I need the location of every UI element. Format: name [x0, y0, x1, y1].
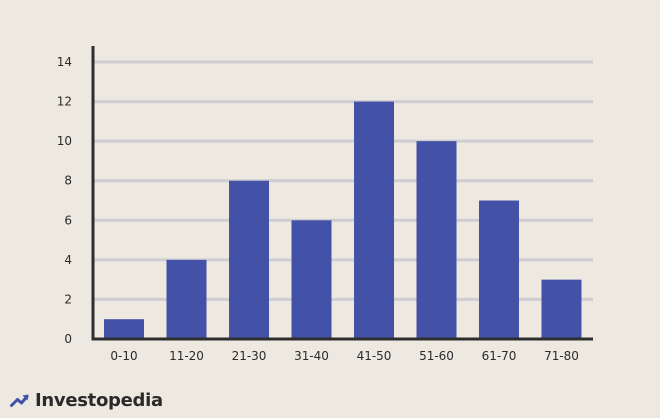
bar-71-80 — [541, 279, 582, 339]
y-tick-label: 2 — [64, 292, 72, 306]
y-tick-label: 8 — [64, 174, 72, 188]
bar-31-40 — [291, 220, 332, 339]
x-tick-label: 0-10 — [110, 349, 137, 363]
x-tick-label: 71-80 — [544, 349, 579, 363]
x-tick-labels: 0-10 11-20 21-30 31-40 41-50 51-60 61-70 71-80 — [110, 349, 579, 363]
y-tick-label: 6 — [64, 213, 72, 227]
bar-51-60 — [416, 141, 457, 339]
axes — [91, 46, 593, 341]
bars — [104, 101, 582, 339]
brand-name: Investopedia — [35, 389, 163, 411]
bar-11-20 — [166, 259, 207, 339]
y-tick-label: 14 — [57, 55, 72, 69]
x-tick-label: 51-60 — [419, 349, 454, 363]
y-tick-label: 4 — [64, 253, 72, 267]
bar-61-70 — [479, 200, 519, 339]
y-tick-label: 10 — [57, 134, 72, 148]
y-tick-label: 0 — [64, 332, 72, 346]
x-tick-label: 61-70 — [482, 349, 517, 363]
investopedia-arrow-icon — [10, 394, 29, 407]
y-tick-labels: 0 2 4 6 8 10 12 14 — [57, 55, 72, 346]
y-tick-label: 12 — [57, 95, 72, 109]
x-tick-label: 21-30 — [232, 349, 267, 363]
bar-21-30 — [229, 180, 269, 339]
x-tick-label: 31-40 — [294, 349, 329, 363]
x-tick-label: 41-50 — [357, 349, 392, 363]
investopedia-logo: Investopedia — [10, 386, 163, 414]
bar-0-10 — [104, 319, 144, 339]
bar-41-50 — [354, 101, 394, 339]
x-tick-label: 11-20 — [169, 349, 204, 363]
